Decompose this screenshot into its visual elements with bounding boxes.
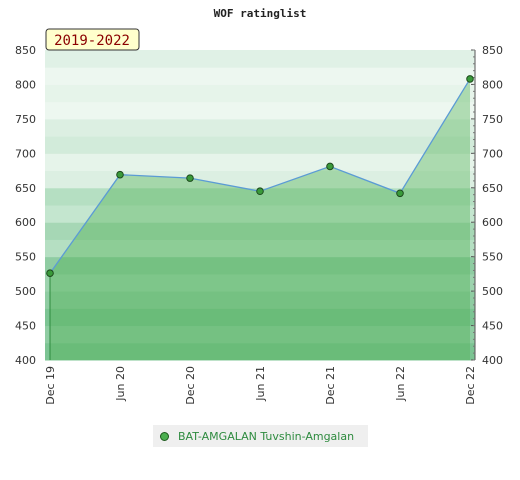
background-band bbox=[45, 308, 475, 327]
background-band bbox=[45, 50, 475, 68]
background-band bbox=[45, 101, 475, 120]
y-tick-label-right: 650 bbox=[482, 182, 503, 195]
area-fill bbox=[49, 78, 470, 360]
background-band bbox=[45, 205, 475, 223]
y-tick-label: 650 bbox=[15, 182, 36, 195]
y-tick-label-right: 400 bbox=[482, 354, 503, 367]
background-band bbox=[45, 325, 475, 344]
y-tick-label-right: 700 bbox=[482, 147, 503, 160]
x-tick-label: Dec 20 bbox=[184, 366, 197, 405]
legend-marker-icon bbox=[160, 431, 169, 441]
series-points bbox=[46, 75, 474, 278]
background-band bbox=[45, 187, 475, 206]
x-tick-label: Dec 22 bbox=[464, 366, 477, 405]
y-tick-label: 400 bbox=[15, 354, 36, 367]
y-tick-label: 850 bbox=[15, 44, 36, 57]
y-tick-label: 550 bbox=[15, 251, 36, 264]
background-band bbox=[45, 136, 475, 154]
background-bands bbox=[45, 50, 475, 361]
y-axis-left: 400 450 500 550 600 650 700 750 800 850 bbox=[15, 44, 36, 367]
x-tick-label: Jun 22 bbox=[394, 366, 407, 402]
background-band bbox=[45, 118, 475, 137]
background-band bbox=[45, 153, 475, 172]
y-tick-label: 800 bbox=[15, 78, 36, 91]
background-band bbox=[45, 256, 475, 275]
y-tick-label-right: 550 bbox=[482, 251, 503, 264]
y-tick-label: 700 bbox=[15, 147, 36, 160]
data-point bbox=[396, 189, 404, 198]
background-band bbox=[45, 67, 475, 85]
y-axis-right: 400 450 500 550 600 650 700 750 800 850 bbox=[471, 44, 503, 367]
x-tick-label: Dec 21 bbox=[324, 366, 337, 405]
background-band bbox=[45, 222, 475, 240]
y-tick-label-right: 450 bbox=[482, 320, 503, 333]
y-tick-label: 450 bbox=[15, 320, 36, 333]
y-tick-label-right: 600 bbox=[482, 216, 503, 229]
period-badge: 2019-2022 bbox=[45, 28, 140, 51]
data-point bbox=[116, 170, 124, 179]
chart-title: WOF ratinglist bbox=[214, 7, 307, 20]
legend: BAT-AMGALAN Tuvshin-Amgalan bbox=[153, 425, 368, 447]
y-tick-label-right: 750 bbox=[482, 113, 503, 126]
background-band bbox=[45, 84, 475, 103]
legend-series-label: BAT-AMGALAN Tuvshin-Amgalan bbox=[178, 429, 355, 443]
data-point bbox=[186, 174, 194, 182]
y-tick-label-right: 850 bbox=[482, 44, 503, 57]
x-tick-label: Dec 19 bbox=[44, 366, 57, 405]
y-tick-label: 600 bbox=[15, 216, 36, 229]
x-tick-label: Jun 21 bbox=[254, 366, 267, 402]
y-tick-label-right: 500 bbox=[482, 285, 503, 298]
background-band bbox=[45, 291, 475, 309]
data-point bbox=[466, 75, 474, 83]
series-area bbox=[50, 78, 470, 360]
x-axis: Dec 19 Jun 20 Dec 20 Jun 21 Dec 21 Jun 22 Dec … bbox=[44, 366, 477, 405]
y-tick-label-right: 800 bbox=[482, 78, 503, 91]
period-badge-text: 2019-2022 bbox=[54, 33, 130, 49]
background-band bbox=[45, 170, 475, 189]
data-point bbox=[46, 269, 54, 278]
x-tick-label: Jun 20 bbox=[114, 366, 127, 402]
data-point bbox=[326, 162, 334, 171]
data-point bbox=[256, 187, 264, 196]
background-band bbox=[45, 273, 475, 292]
y-tick-label: 500 bbox=[15, 285, 36, 298]
background-band bbox=[45, 342, 475, 361]
background-band bbox=[45, 239, 475, 258]
y-tick-label: 750 bbox=[15, 113, 36, 126]
